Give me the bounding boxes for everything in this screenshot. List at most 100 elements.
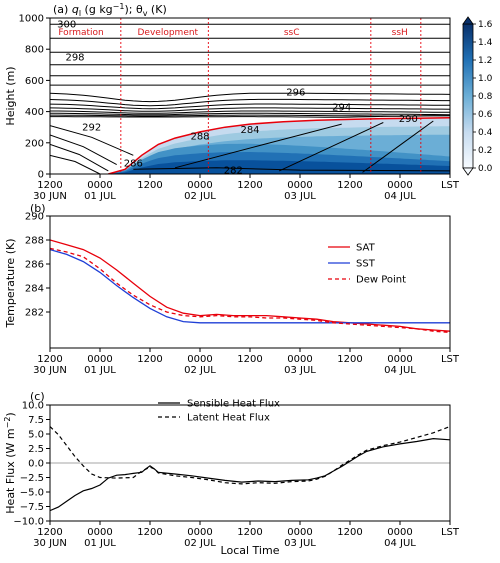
x-tick-label: 0000 [287,354,312,365]
panel-a-ylabel: Height (m) [4,66,17,125]
x-tick-date-label: 30 JUN [33,538,67,549]
fog-liquid-water-field [108,117,450,174]
x-tick-label: 0000 [187,354,212,365]
phase-label: ssC [284,28,300,38]
colorbar-bottom-extend [462,167,474,176]
panel-b-y-ticks: 282 284 286 288 290 [25,212,50,319]
y-tick-label: 2.5 [28,444,44,455]
x-tick-date-label: 30 JUN [33,191,67,202]
panel-b-title: (b) [30,202,46,215]
colorbar-gradient [462,23,474,169]
y-tick-label: 288 [25,236,44,247]
x-tick-label: 1200 [337,180,362,191]
colorbar-top-extend [462,16,474,25]
y-tick-label: −2.5 [20,473,44,484]
series-line-sensible-heat-flux [50,437,450,512]
fog-top-line [108,117,450,174]
contour-label: 298 [65,53,84,64]
x-tick-date-label: 02 JUL [184,538,216,549]
panel-a: (a) ql (g kg−1); θv (K) Formation Develop… [4,2,493,202]
contour-label: 292 [82,123,101,134]
y-tick-label: −10.0 [13,517,44,528]
x-tick-label: 0000 [87,354,112,365]
theta-contour [50,92,450,103]
phase-boundaries: Formation Development ssC ssH [58,18,422,174]
series-line-sat [50,239,450,332]
y-tick-label: 800 [25,45,44,56]
x-tick-date-label: 04 JUL [384,538,416,549]
panel-a-y-ticks: 0 200 400 600 800 1000 [19,14,50,181]
x-tick-label: 0000 [187,180,212,191]
x-tick-date-label: 02 JUL [184,191,216,202]
theta-contour-fog [278,122,384,172]
panel-c-legend: Sensible Heat Flux Latent Heat Flux [158,399,280,424]
x-tick-label: 0000 [387,354,412,365]
x-tick-label: 1200 [237,180,262,191]
x-tick-date-label: 02 JUL [184,365,216,376]
theta-contour-base [133,167,450,172]
panel-b-ylabel: Temperature (K) [4,239,17,329]
y-tick-label: 7.5 [28,415,44,426]
series-line-latent-heat-flux [50,425,450,485]
contour-label: 286 [124,159,143,170]
x-tick-label: 1200 [137,354,162,365]
theta-contour [50,107,450,112]
legend-label: Latent Heat Flux [187,413,270,424]
y-tick-label: 286 [25,260,44,271]
series-line-dew-point [50,247,450,334]
x-tick-date-label: 04 JUL [384,365,416,376]
contour-label: 294 [332,102,351,113]
colorbar-ticks: 0.0 0.2 0.4 0.6 0.8 1.0 1.2 1.4 1.6 [473,20,493,174]
y-tick-label: −5.0 [20,488,44,499]
y-tick-label: 600 [25,76,44,87]
theta-contour [50,103,450,110]
x-tick-label: 1200 [337,354,362,365]
contour-label: 282 [224,166,243,177]
x-tick-label: 1200 [237,354,262,365]
colorbar-tick-label: 1.2 [478,56,492,66]
y-tick-label: 284 [25,284,44,295]
colorbar-tick-label: 0.0 [478,164,493,174]
colorbar-tick-label: 1.0 [478,74,493,84]
theta-contour [50,98,450,107]
theta-contour [50,115,450,118]
theta-v-contours [50,23,450,174]
y-tick-label: 1000 [19,14,44,25]
colorbar-tick-label: 1.4 [478,38,493,48]
series-line-sst [50,248,450,324]
legend-label: SAT [356,243,376,254]
x-tick-date-label: 30 JUN [33,365,67,376]
x-tick-date-label: 03 JUL [284,538,316,549]
theta-contour-fog [362,120,434,173]
theta-contour-low [50,134,117,166]
contour-label: 288 [190,131,209,142]
colorbar-tick-label: 0.6 [478,110,493,120]
theta-contour-low [50,125,134,156]
x-tick-label: LST [441,354,460,365]
y-tick-label: 5.0 [28,430,44,441]
x-tick-date-label: 03 JUL [284,191,316,202]
x-tick-date-label: 01 JUL [84,191,116,202]
theta-contour-low [50,154,101,174]
x-tick-label: 1200 [237,527,262,538]
x-tick-label: LST [441,180,460,191]
phase-label: ssH [392,28,408,38]
phase-label: Formation [58,28,103,38]
colorbar-tick-label: 0.2 [478,146,492,156]
contour-labels: 300 298 296 294 292 290 288 286 284 282 [57,20,418,177]
panel-c-title: (c) [30,390,45,403]
x-axis-title: Local Time [221,544,280,557]
x-tick-date-label: 01 JUL [84,538,116,549]
legend-label: SST [356,259,376,270]
contour-label: 296 [286,88,305,99]
y-tick-label: 0 [38,170,44,181]
x-tick-label: 0000 [187,527,212,538]
x-tick-label: 1200 [37,354,62,365]
heat-flux-series [50,425,450,512]
colorbar-tick-label: 1.6 [478,20,493,30]
x-tick-label: 1200 [137,180,162,191]
